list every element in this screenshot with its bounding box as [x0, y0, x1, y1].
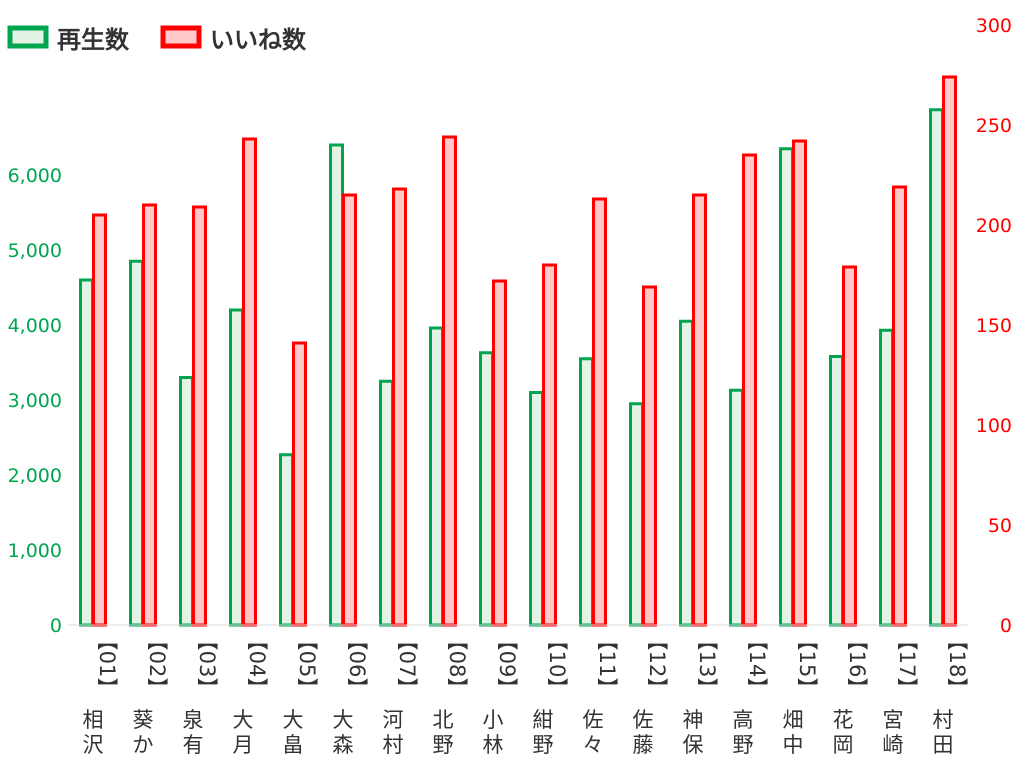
right-tick-label: 250: [976, 115, 1012, 137]
category-code-label: 【18】: [945, 630, 969, 699]
category-name-label: 神保: [683, 708, 704, 757]
left-tick-label: 3,000: [8, 390, 62, 412]
category-name-label: 村田: [933, 708, 954, 757]
category-name-label: 大月: [233, 708, 254, 757]
bar-plays: [529, 391, 544, 627]
bar-plays: [929, 108, 944, 627]
category-code-label: 【03】: [195, 630, 219, 699]
bar-plays: [629, 402, 644, 627]
right-tick-label: 0: [1000, 615, 1012, 637]
bar-likes: [92, 213, 107, 627]
category-code-label: 【15】: [795, 630, 819, 699]
bar-plays: [829, 355, 844, 627]
bar-plays: [329, 143, 344, 627]
legend: 再生数 いいね数: [7, 25, 307, 54]
left-tick-label: 0: [50, 615, 62, 637]
category-name-label: 大畠: [283, 708, 304, 757]
category-name-label: 高野: [733, 708, 754, 757]
bar-likes: [192, 205, 207, 627]
category-code-label: 【10】: [545, 630, 569, 699]
category-name-label: 紺野: [533, 708, 554, 757]
left-tick-label: 2,000: [8, 465, 62, 487]
left-tick-label: 6,000: [8, 165, 62, 187]
category-code-label: 【11】: [595, 630, 619, 699]
right-tick-label: 200: [976, 215, 1012, 237]
bar-plays: [379, 379, 394, 627]
bar-likes: [642, 285, 657, 627]
category-labels: 【01】相沢 【02】葵か 【03】泉有 【04】大月 【05】大畠 【06】大森 【07】…: [83, 630, 970, 757]
bar-likes: [392, 187, 407, 627]
category-name-label: 花岡: [833, 708, 854, 757]
bar-likes: [292, 341, 307, 627]
bar-likes: [442, 135, 457, 627]
bar-likes: [892, 185, 907, 627]
bar-plays: [179, 376, 194, 627]
bar-plays: [729, 388, 744, 627]
category-code-label: 【17】: [895, 630, 919, 699]
category-code-label: 【07】: [395, 630, 419, 699]
category-code-label: 【04】: [245, 630, 269, 699]
bars: [79, 75, 957, 627]
left-tick-label: 5,000: [8, 240, 62, 262]
right-tick-label: 100: [976, 415, 1012, 437]
bar-plays: [279, 453, 294, 627]
category-name-label: 河村: [383, 708, 404, 757]
category-name-label: 宮崎: [883, 708, 904, 757]
bar-likes: [842, 265, 857, 627]
category-name-label: 泉有: [183, 708, 204, 757]
category-code-label: 【02】: [145, 630, 169, 699]
category-code-label: 【13】: [695, 630, 719, 699]
category-name-label: 畑中: [783, 708, 804, 757]
legend-swatch-likes: [160, 25, 202, 49]
category-name-label: 北野: [433, 708, 454, 757]
bar-likes: [792, 139, 807, 627]
bar-plays: [879, 328, 894, 627]
bar-likes: [342, 193, 357, 627]
bar-likes: [242, 137, 257, 627]
category-name-label: 小林: [483, 708, 504, 757]
bar-likes: [742, 153, 757, 627]
left-axis-ticks: 0 1,000 2,000 3,000 4,000 5,000 6,000: [8, 165, 62, 637]
bar-plays: [129, 259, 144, 627]
bar-likes: [542, 263, 557, 627]
bar-plays: [779, 147, 794, 627]
right-tick-label: 50: [988, 515, 1012, 537]
left-tick-label: 4,000: [8, 315, 62, 337]
bar-likes: [492, 279, 507, 627]
right-tick-label: 150: [976, 315, 1012, 337]
bar-plays: [579, 357, 594, 627]
bar-likes: [592, 197, 607, 627]
bar-plays: [679, 319, 694, 627]
legend-swatch-plays: [7, 25, 49, 49]
left-tick-label: 1,000: [8, 540, 62, 562]
right-tick-label: 300: [976, 15, 1012, 37]
category-code-label: 【05】: [295, 630, 319, 699]
category-name-label: 大森: [333, 708, 354, 757]
bar-plays: [479, 351, 494, 627]
category-name-label: 葵か: [133, 708, 154, 757]
category-code-label: 【16】: [845, 630, 869, 699]
legend-item-plays: 再生数: [7, 25, 130, 54]
category-name-label: 佐藤: [633, 708, 654, 757]
category-code-label: 【01】: [95, 630, 119, 699]
category-code-label: 【09】: [495, 630, 519, 699]
category-code-label: 【12】: [645, 630, 669, 699]
bar-plays: [79, 278, 94, 627]
category-code-label: 【06】: [345, 630, 369, 699]
bar-likes: [692, 193, 707, 627]
category-name-label: 相沢: [83, 708, 104, 757]
category-name-label: 佐々: [583, 708, 604, 757]
bar-plays: [429, 326, 444, 627]
category-code-label: 【08】: [445, 630, 469, 699]
legend-label-plays: 再生数: [57, 26, 130, 54]
category-code-label: 【14】: [745, 630, 769, 699]
bar-likes: [142, 203, 157, 627]
legend-item-likes: いいね数: [160, 25, 307, 54]
bar-plays: [229, 308, 244, 627]
right-axis-ticks: 0 50 100 150 200 250 300: [976, 15, 1012, 637]
bar-likes: [942, 75, 957, 627]
legend-label-likes: いいね数: [210, 26, 307, 54]
